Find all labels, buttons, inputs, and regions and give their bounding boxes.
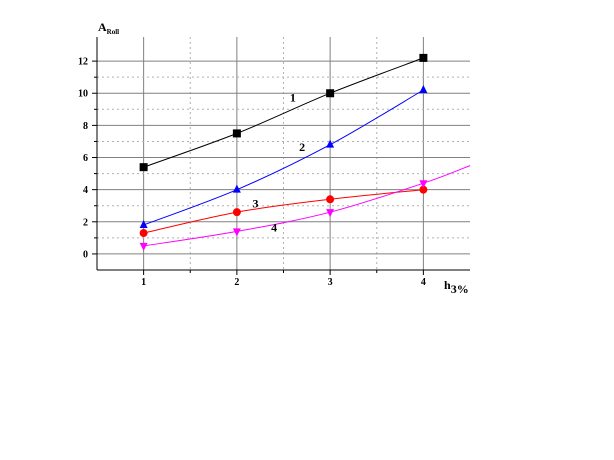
y-axis-label: ARoll — [98, 20, 119, 36]
series-2-point — [326, 139, 335, 148]
series-2-label: 2 — [299, 140, 305, 154]
axes — [92, 37, 470, 275]
series-1-point — [232, 129, 241, 138]
series-1-point — [326, 89, 335, 98]
series-4-label: 4 — [271, 220, 277, 234]
x-axis-label: h3% — [444, 278, 469, 296]
series-3-point — [419, 185, 428, 194]
y-axis-label-sub: Roll — [107, 28, 120, 36]
y-tick-label: 12 — [78, 57, 88, 68]
series-markers — [139, 53, 428, 251]
x-tick-label: 2 — [234, 277, 239, 288]
series-3-point — [326, 195, 335, 204]
series-1-point — [139, 163, 148, 172]
y-tick-label: 0 — [83, 249, 88, 260]
series-3-point — [139, 229, 148, 238]
series-3-line — [143, 189, 424, 234]
y-tick-label: 2 — [83, 217, 88, 228]
series-2-line — [143, 89, 424, 226]
series-1-line — [143, 57, 424, 168]
series-2-point — [419, 85, 428, 94]
series-3-point — [232, 208, 241, 217]
series-lines — [143, 57, 471, 247]
series-4-point — [419, 180, 428, 189]
x-tick-label: 1 — [141, 277, 146, 288]
series-4-point — [232, 228, 241, 237]
x-axis-label-sub: 3% — [451, 282, 469, 296]
y-tick-label: 4 — [83, 185, 88, 196]
series-3-label: 3 — [253, 196, 259, 210]
series-labels: 1 2 34 — [253, 90, 306, 234]
y-axis-label-main: A — [98, 20, 107, 34]
series-2-point — [139, 220, 148, 229]
series-1-point — [419, 53, 428, 62]
series-2-point — [232, 184, 241, 193]
x-tick-label: 3 — [328, 277, 333, 288]
series-4-point — [139, 242, 148, 251]
y-tick-label: 6 — [83, 153, 88, 164]
series-1-label: 1 — [290, 90, 296, 104]
y-tick-label: 8 — [83, 121, 88, 132]
y-tick-label: 10 — [78, 89, 88, 100]
grid — [97, 37, 470, 270]
series-4-point — [326, 209, 335, 218]
x-tick-label: 4 — [421, 277, 426, 288]
x-axis-label-main: h — [444, 278, 451, 292]
